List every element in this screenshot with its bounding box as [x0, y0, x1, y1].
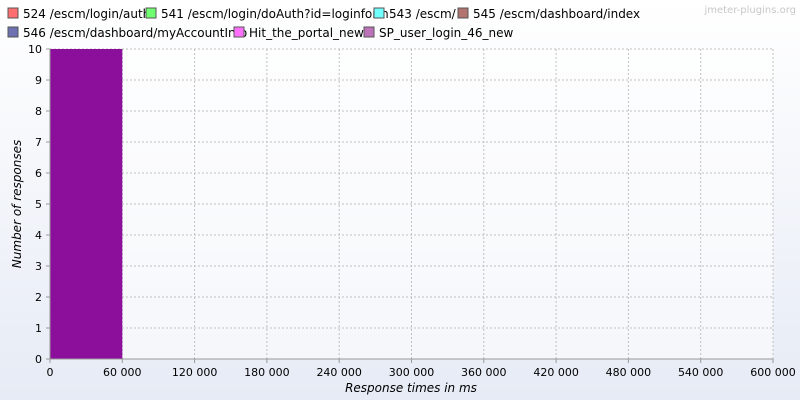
x-tick-label: 420 000: [533, 366, 579, 379]
y-tick-label: 9: [35, 74, 42, 87]
histogram-bar: [50, 49, 123, 359]
legend-label: 543 /escm/: [389, 7, 457, 21]
legend-swatch: [233, 26, 245, 38]
legend-item: 524 /escm/login/auth: [7, 7, 150, 21]
legend: 524 /escm/login/auth 541 /escm/login/doAu…: [7, 7, 640, 40]
x-tick-label: 120 000: [172, 366, 218, 379]
legend-item: Hit_the_portal_new: [233, 26, 364, 40]
legend-label: Hit_the_portal_new: [249, 26, 364, 40]
legend-swatch: [457, 7, 469, 19]
x-tick-label: 0: [47, 366, 54, 379]
y-tick-label: 6: [35, 167, 42, 180]
legend-swatch: [145, 7, 157, 19]
legend-item: SP_user_login_46_new: [363, 26, 514, 40]
y-tick-label: 7: [35, 136, 42, 149]
y-tick-label: 3: [35, 260, 42, 273]
x-ticks: 0 60 000 120 000 180 000 240 000 300 000 360 0…: [47, 359, 796, 379]
legend-item: 546 /escm/dashboard/myAccountInfo: [7, 26, 247, 40]
legend-swatch: [7, 7, 19, 19]
y-tick-label: 1: [35, 322, 42, 335]
legend-item: 543 /escm/: [373, 7, 457, 21]
x-tick-label: 240 000: [316, 366, 362, 379]
legend-label: 524 /escm/login/auth: [23, 7, 150, 21]
y-tick-label: 0: [35, 353, 42, 366]
y-tick-label: 2: [35, 291, 42, 304]
legend-item: 541 /escm/login/doAuth?id=loginform: [145, 7, 389, 21]
y-tick-label: 10: [28, 43, 42, 56]
legend-label: 546 /escm/dashboard/myAccountInfo: [23, 26, 247, 40]
y-axis-title: Number of responses: [10, 140, 24, 268]
legend-label: 541 /escm/login/doAuth?id=loginform: [161, 7, 389, 21]
x-tick-label: 480 000: [606, 366, 652, 379]
legend-item: 545 /escm/dashboard/index: [457, 7, 640, 21]
x-tick-label: 180 000: [244, 366, 290, 379]
gridlines: [49, 48, 774, 360]
y-tick-label: 5: [35, 198, 42, 211]
y-ticks: 0 1 2 3 4 5 6 7 8 9 10: [28, 43, 50, 366]
x-tick-label: 60 000: [103, 366, 142, 379]
legend-swatch: [7, 26, 19, 38]
x-tick-label: 300 000: [389, 366, 435, 379]
legend-label: 545 /escm/dashboard/index: [473, 7, 640, 21]
legend-label: SP_user_login_46_new: [379, 26, 514, 40]
legend-swatch: [373, 7, 385, 19]
watermark: jmeter-plugins.org: [703, 5, 796, 16]
y-tick-label: 4: [35, 229, 42, 242]
x-tick-label: 600 000: [750, 366, 796, 379]
x-tick-label: 540 000: [678, 366, 724, 379]
legend-swatch: [363, 26, 375, 38]
x-tick-label: 360 000: [461, 366, 507, 379]
y-tick-label: 8: [35, 105, 42, 118]
x-axis-title: Response times in ms: [345, 381, 477, 395]
bars: [50, 49, 123, 359]
